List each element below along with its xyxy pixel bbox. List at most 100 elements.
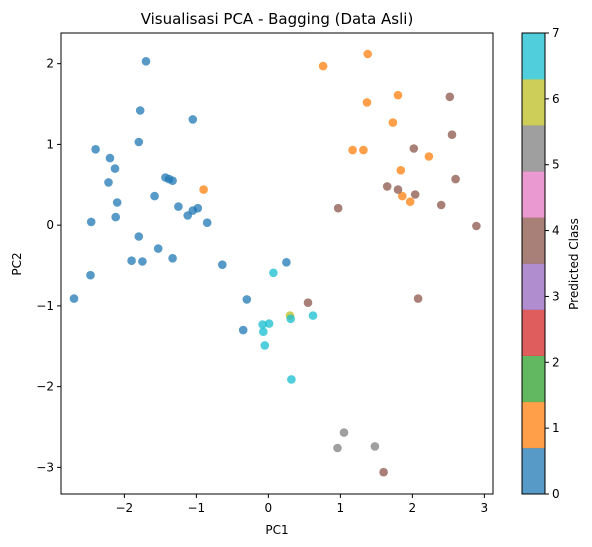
plot-frame [61, 33, 493, 494]
data-point [168, 254, 177, 263]
data-point [371, 442, 380, 451]
data-point [379, 468, 388, 477]
y-axis-ticks: −3 −2 −1 0 1 2 [36, 57, 61, 475]
colorbar-tick-label: 0 [552, 487, 560, 501]
points-layer [70, 50, 481, 477]
data-point [111, 164, 120, 173]
x-tick-label: 0 [265, 501, 273, 515]
colorbar-segment [522, 356, 545, 402]
colorbar-tick-label: 4 [552, 224, 560, 238]
colorbar-segment [522, 79, 545, 125]
colorbar-tick-label: 3 [552, 289, 560, 303]
data-point [87, 218, 96, 227]
x-tick-label: −2 [116, 501, 134, 515]
x-tick-label: 3 [481, 501, 489, 515]
x-axis-label: PC1 [265, 523, 288, 537]
data-point [174, 202, 183, 211]
data-point [309, 311, 318, 320]
data-point [348, 146, 357, 155]
colorbar-tick-label: 6 [552, 92, 560, 106]
data-point [218, 260, 227, 269]
colorbar-segment [522, 448, 545, 494]
data-point [203, 218, 212, 227]
y-tick-label: −3 [36, 460, 54, 474]
y-tick-label: −1 [36, 299, 54, 313]
data-point [363, 98, 372, 107]
colorbar-ticks: 0 1 2 3 4 5 6 7 [545, 26, 560, 501]
colorbar [522, 33, 545, 494]
data-point [425, 152, 434, 161]
data-point [189, 115, 198, 124]
data-point [259, 327, 268, 336]
y-tick-label: 2 [46, 57, 54, 71]
data-point [269, 269, 278, 278]
colorbar-tick-label: 7 [552, 26, 560, 40]
data-point [113, 198, 122, 207]
data-point [154, 244, 163, 253]
data-point [437, 201, 446, 210]
data-point [239, 326, 248, 335]
data-point [135, 138, 144, 147]
data-point [359, 146, 368, 155]
data-point [304, 298, 313, 307]
colorbar-segment [522, 264, 545, 310]
data-point [183, 211, 192, 220]
data-point [363, 50, 372, 59]
colorbar-tick-label: 2 [552, 355, 560, 369]
data-point [333, 444, 342, 453]
y-axis-label: PC2 [10, 252, 24, 275]
data-point [472, 222, 481, 231]
data-point [394, 185, 403, 194]
data-point [138, 257, 147, 266]
data-point [394, 91, 403, 100]
chart-title: Visualisasi PCA - Bagging (Data Asli) [141, 10, 414, 28]
data-point [334, 204, 343, 213]
data-point [414, 294, 423, 303]
data-point [282, 258, 291, 267]
colorbar-tick-label: 1 [552, 421, 560, 435]
colorbar-segment [522, 310, 545, 356]
data-point [104, 178, 113, 187]
data-point [136, 106, 145, 115]
data-point [397, 166, 406, 175]
data-point [91, 145, 100, 154]
x-axis-ticks: −2 −1 0 1 2 3 [116, 494, 489, 515]
data-point [243, 295, 252, 304]
data-point [142, 57, 151, 66]
data-point [150, 192, 159, 201]
data-point [286, 315, 295, 324]
data-point [319, 62, 328, 71]
data-point [287, 375, 296, 384]
data-point [451, 175, 460, 184]
x-tick-label: −1 [188, 501, 206, 515]
data-point [127, 256, 136, 265]
data-point [70, 294, 79, 303]
data-point [411, 190, 420, 199]
colorbar-label: Predicted Class [567, 218, 581, 310]
data-point [448, 130, 457, 139]
y-tick-label: −2 [36, 380, 54, 394]
colorbar-segment [522, 171, 545, 217]
data-point [446, 93, 455, 102]
colorbar-segment [522, 402, 545, 448]
data-point [135, 232, 144, 241]
data-point [410, 144, 419, 153]
data-point [340, 428, 349, 437]
y-tick-label: 0 [46, 218, 54, 232]
y-tick-label: 1 [46, 137, 54, 151]
data-point [111, 213, 120, 222]
x-tick-label: 1 [337, 501, 345, 515]
data-point [261, 341, 270, 350]
colorbar-segment [522, 125, 545, 171]
data-point [106, 154, 115, 163]
data-point [406, 197, 415, 206]
x-tick-label: 2 [409, 501, 417, 515]
data-point [168, 176, 177, 185]
data-point [265, 319, 274, 328]
colorbar-segment [522, 33, 545, 79]
data-point [389, 118, 398, 127]
data-point [199, 185, 208, 194]
data-point [383, 182, 392, 191]
data-point [86, 271, 95, 280]
